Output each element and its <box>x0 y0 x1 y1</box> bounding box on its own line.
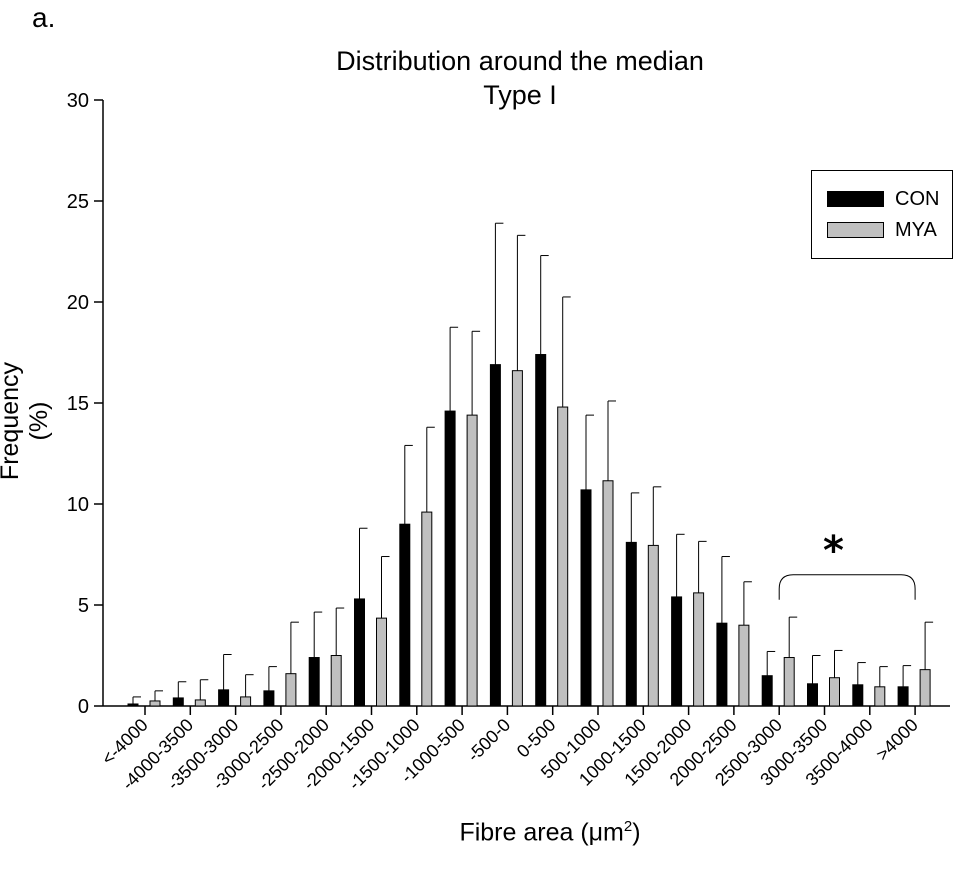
y-tick-label: 20 <box>67 292 89 314</box>
y-tick-label: 15 <box>67 393 89 415</box>
bar-mya <box>647 544 659 707</box>
bar-con <box>489 364 501 707</box>
bar-con <box>897 686 909 707</box>
significance-bracket <box>778 574 916 600</box>
bar-con <box>218 689 230 707</box>
bar-con <box>308 657 320 707</box>
bar-con <box>535 354 547 707</box>
y-tick-label: 30 <box>67 90 89 112</box>
bar-con <box>761 675 773 707</box>
legend-swatch-con <box>827 191 884 207</box>
y-tick-label: 0 <box>78 696 89 718</box>
y-tick-label: 25 <box>67 191 89 213</box>
bar-mya <box>285 673 297 707</box>
bar-con <box>807 683 818 707</box>
bar-mya <box>194 699 206 707</box>
bar-mya <box>557 406 569 707</box>
panel-label: a. <box>32 2 56 33</box>
x-tick-label: -500-0 <box>463 715 514 766</box>
x-axis-label-close: ) <box>632 818 641 847</box>
legend: CON MYA <box>811 170 953 259</box>
bar-mya <box>874 686 886 707</box>
bar-mya <box>693 592 705 707</box>
y-tick-label: 5 <box>78 595 89 617</box>
bar-con <box>444 410 456 707</box>
legend-swatch-mya <box>827 222 884 238</box>
bar-con <box>354 598 365 707</box>
y-axis-label: Frequency (%) <box>0 361 53 481</box>
bar-mya <box>829 677 840 707</box>
bar-con <box>580 489 592 707</box>
chart-title: Distribution around the median <box>336 46 704 76</box>
bar-con <box>716 622 728 707</box>
bar-con <box>625 541 637 707</box>
x-axis-label-text: Fibre area ( <box>459 818 589 847</box>
bar-mya <box>149 700 161 707</box>
x-axis-label: Fibre area (μm2) <box>380 818 720 847</box>
bar-con <box>399 523 411 707</box>
bar-con <box>263 690 275 707</box>
chart-subtitle: Type I <box>483 80 557 110</box>
x-axis-label-unit: μm <box>588 818 624 847</box>
bar-mya <box>466 414 478 707</box>
bar-mya <box>738 624 750 707</box>
bar-con <box>127 703 139 707</box>
x-tick-label: >4000 <box>872 715 922 765</box>
significance-marker: * <box>823 528 844 574</box>
bar-mya <box>240 696 252 707</box>
bar-con <box>671 596 683 707</box>
bar-mya <box>602 480 614 707</box>
bar-mya <box>919 669 931 707</box>
bar-mya <box>783 657 795 707</box>
bar-mya <box>421 511 433 707</box>
x-axis-label-superscript: 2 <box>623 818 633 835</box>
bar-mya <box>511 370 523 707</box>
legend-label-con: CON <box>895 188 940 210</box>
bar-con <box>852 684 864 707</box>
bar-con <box>172 697 184 707</box>
bar-mya <box>330 655 342 707</box>
bar-mya <box>376 617 387 707</box>
legend-label-mya: MYA <box>895 219 937 241</box>
y-tick-label: 10 <box>67 494 89 516</box>
